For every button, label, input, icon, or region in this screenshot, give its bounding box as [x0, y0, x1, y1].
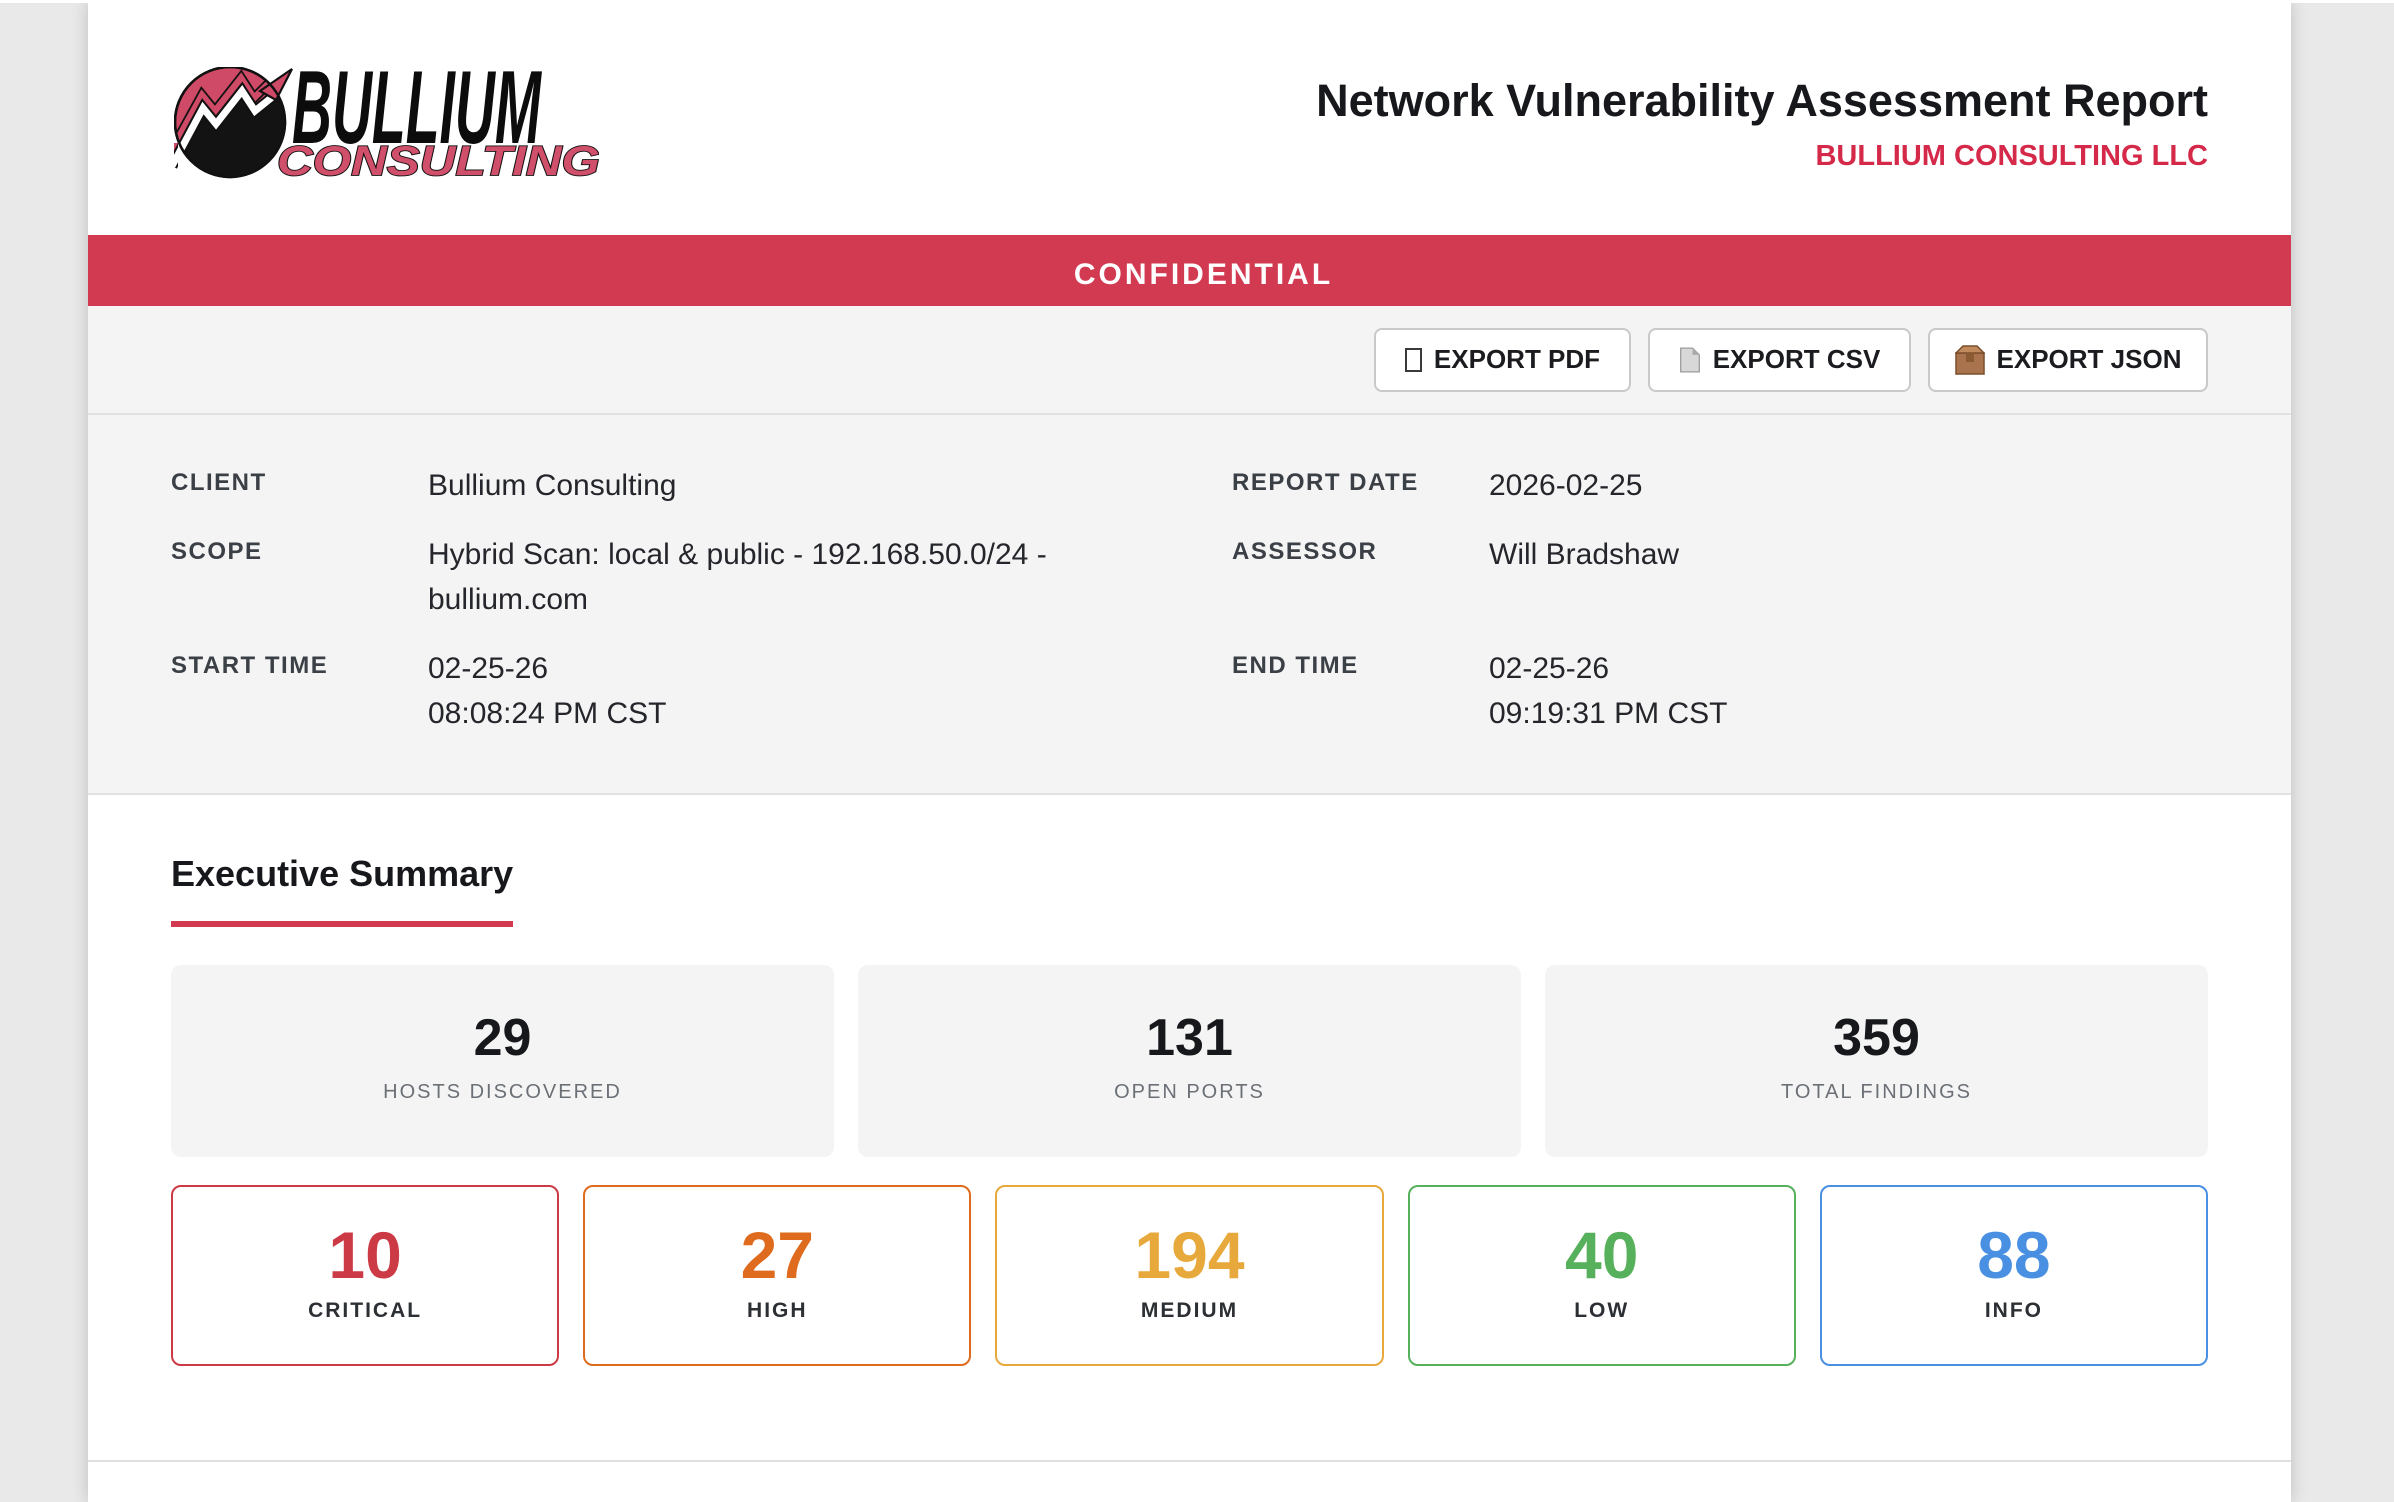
svg-text:CONSULTING: CONSULTING	[277, 137, 599, 180]
svg-text:BULLIUM: BULLIUM	[292, 67, 542, 166]
